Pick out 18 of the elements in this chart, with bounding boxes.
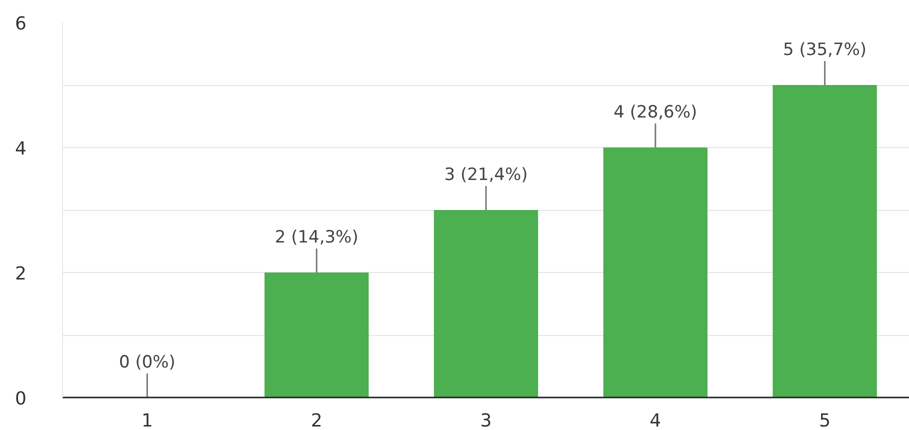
y-tick-label: 0: [15, 388, 26, 410]
data-label: 5 (35,7%): [783, 40, 867, 60]
x-tick-label: 2: [310, 410, 322, 430]
data-label: 0 (0%): [118, 352, 176, 372]
data-label: 2 (14,3%): [274, 228, 358, 248]
data-label: 3 (21,4%): [444, 165, 528, 185]
data-label: 4 (28,6%): [614, 102, 698, 122]
x-tick-label: 1: [141, 410, 153, 430]
bar: [603, 148, 708, 398]
bar: [264, 272, 369, 398]
y-tick-label: 6: [15, 14, 26, 34]
bar: [434, 210, 538, 398]
y-tick-label: 4: [15, 138, 26, 160]
x-tick-label: 5: [819, 410, 831, 430]
x-tick-label: 4: [650, 410, 662, 430]
y-tick-label: 2: [15, 264, 26, 284]
bar: [772, 85, 877, 398]
x-tick-label: 3: [480, 410, 492, 430]
